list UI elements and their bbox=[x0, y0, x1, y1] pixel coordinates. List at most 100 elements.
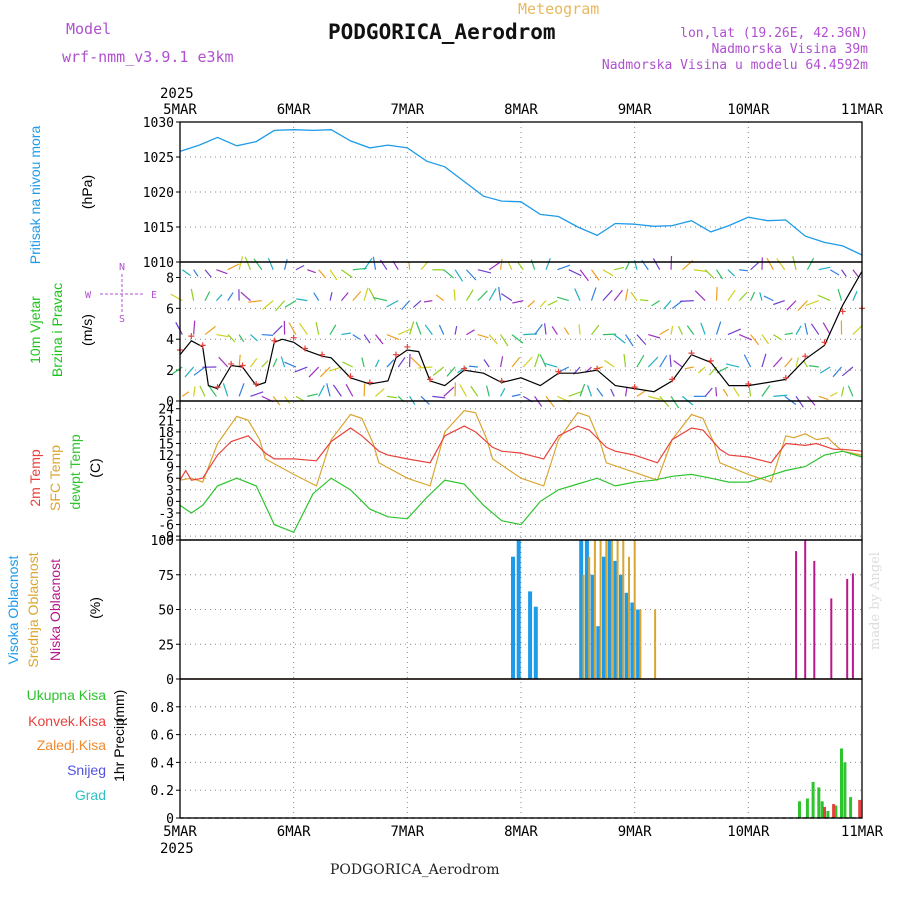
cloud-ylabel-high: Visoka Oblacnost bbox=[5, 556, 21, 665]
wind-arrow bbox=[250, 391, 264, 397]
wind-arrow bbox=[181, 269, 191, 276]
y-tick-label: 100 bbox=[151, 534, 174, 549]
wind-arrow bbox=[545, 257, 551, 270]
wind-arrow bbox=[500, 388, 506, 397]
compass-e: E bbox=[151, 290, 157, 301]
y-tick-label: 75 bbox=[158, 569, 174, 584]
wind-arrow bbox=[240, 291, 251, 302]
wind-arrow bbox=[227, 292, 234, 301]
cloud-bar bbox=[590, 574, 595, 680]
wind-arrow bbox=[602, 289, 613, 302]
wind-arrow bbox=[578, 324, 581, 335]
cloud-bar bbox=[579, 540, 584, 679]
precip-bar bbox=[798, 801, 801, 818]
top-time-label: 9MAR bbox=[618, 102, 652, 118]
footer-station: PODGORICA_Aerodrom bbox=[330, 862, 500, 878]
wind-gust-marker bbox=[839, 308, 846, 315]
wind-arrow bbox=[818, 395, 829, 401]
2m-temp-line bbox=[179, 425, 863, 481]
wind-arrow bbox=[294, 366, 308, 373]
cloud-bar bbox=[633, 540, 636, 679]
wind-arrow bbox=[283, 258, 288, 270]
precip-bar bbox=[817, 787, 821, 818]
wind-arrow bbox=[261, 333, 274, 336]
bottom-year-label: 2025 bbox=[160, 841, 194, 857]
wind-arrow bbox=[522, 356, 533, 368]
wind-arrow bbox=[332, 384, 342, 397]
wind-arrow bbox=[750, 291, 756, 301]
wind-arrow bbox=[673, 360, 683, 368]
wind-arrow bbox=[329, 269, 338, 281]
y-tick-label: 4 bbox=[166, 333, 174, 348]
wind-arrow bbox=[725, 363, 740, 368]
y-tick-label: 0.4 bbox=[151, 756, 175, 771]
cloud-bar bbox=[516, 540, 521, 679]
wind-arrow bbox=[829, 269, 840, 276]
wind-arrow bbox=[659, 328, 670, 336]
wind-arrow bbox=[215, 294, 223, 302]
wind-arrow bbox=[738, 291, 748, 302]
wind-arrow bbox=[284, 396, 291, 405]
wind-gust-marker bbox=[319, 351, 326, 358]
wind-gust-marker bbox=[290, 334, 297, 341]
wind-arrow bbox=[328, 366, 342, 372]
model-name: wrf-nmm_v3.9.1 e3km bbox=[62, 48, 234, 66]
panel-frame-temperature bbox=[179, 400, 863, 541]
y-tick-label: 0.8 bbox=[151, 701, 174, 716]
wind-arrow bbox=[408, 261, 411, 270]
wind-arrow bbox=[648, 334, 661, 339]
cloud-bar bbox=[624, 592, 629, 679]
wind-arrow bbox=[784, 332, 793, 336]
y-tick-label: 24 bbox=[158, 403, 174, 418]
wind-arrow bbox=[272, 325, 283, 336]
wind-arrow bbox=[534, 324, 543, 335]
wind-arrow bbox=[841, 366, 854, 377]
wind-arrow bbox=[329, 292, 333, 301]
wind-arrow bbox=[477, 290, 488, 302]
cloud-bar bbox=[613, 560, 618, 679]
temp-ylabel-2m: 2m Temp bbox=[27, 449, 43, 507]
wind-arrow bbox=[208, 385, 217, 397]
wind-gust-marker bbox=[461, 365, 468, 372]
cloud-bar bbox=[588, 556, 591, 679]
y-tick-label: 0 bbox=[166, 495, 174, 510]
wind-arrow bbox=[579, 383, 586, 397]
wind-arrow bbox=[175, 322, 183, 335]
wind-arrow bbox=[465, 269, 477, 281]
wind-arrow bbox=[636, 334, 647, 345]
wind-arrow bbox=[363, 334, 371, 344]
wind-arrow bbox=[204, 269, 212, 278]
wind-arrow bbox=[715, 321, 722, 335]
wind-arrow bbox=[766, 257, 774, 271]
wind-arrow bbox=[517, 262, 524, 271]
wind-arrow bbox=[373, 297, 388, 302]
pressure-unit: (hPa) bbox=[79, 175, 95, 209]
bottom-time-label: 5MAR bbox=[163, 824, 197, 840]
wind-arrow bbox=[684, 366, 694, 370]
wind-arrow bbox=[438, 324, 445, 335]
wind-arrow bbox=[805, 300, 820, 307]
wind-arrow bbox=[465, 289, 474, 301]
wind-arrow bbox=[544, 323, 547, 335]
wind-arrow bbox=[500, 293, 513, 302]
precip-bar bbox=[832, 804, 836, 818]
wind-arrow bbox=[352, 334, 361, 340]
wind-arrow bbox=[795, 396, 804, 408]
sfc-temp-line bbox=[179, 410, 863, 487]
wind-arrow bbox=[852, 269, 860, 278]
wind-arrow bbox=[386, 359, 395, 368]
wind-arrow bbox=[680, 300, 694, 302]
wind-arrow bbox=[797, 300, 808, 312]
y-tick-label: -6 bbox=[158, 519, 174, 534]
wind-arrow bbox=[280, 356, 286, 368]
wind-arrow bbox=[386, 300, 399, 308]
precip-legend-item: Zaledj.Kisa bbox=[37, 737, 106, 753]
wind-arrow bbox=[732, 387, 740, 397]
wind-gust-marker bbox=[802, 353, 809, 360]
precip-unit: (mm) bbox=[111, 690, 127, 723]
wind-arrow bbox=[539, 300, 547, 308]
wind-arrow bbox=[415, 321, 422, 335]
wind-gust-marker bbox=[631, 384, 638, 391]
cloud-bar bbox=[610, 540, 613, 679]
wind-arrow bbox=[651, 300, 661, 307]
